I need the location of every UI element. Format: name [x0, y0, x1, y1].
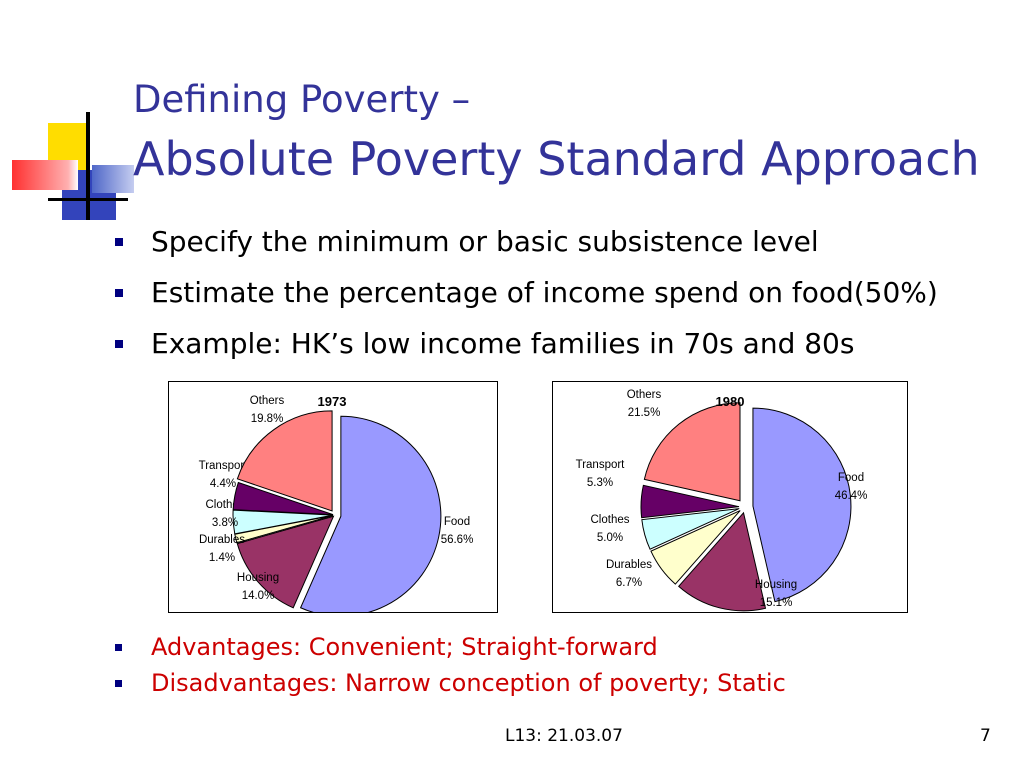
- pie-chart-1980-svg: Food 46.4% Housing 15.1% Durables 6.7% Clothes…: [576, 389, 868, 612]
- slice-value-others: 21.5%: [628, 407, 661, 419]
- slide-title-line2: Absolute Poverty Standard Approach: [133, 132, 980, 186]
- slice-value-clothes: 3.8%: [212, 517, 238, 529]
- slide-title-line1: Defining Poverty –: [133, 78, 471, 121]
- slice-value-food: 56.6%: [441, 534, 474, 546]
- page-number: 7: [980, 726, 991, 746]
- bullet-square-icon: [115, 238, 123, 246]
- slice-value-others: 19.8%: [251, 413, 284, 425]
- slice-value-transport: 4.4%: [210, 478, 236, 490]
- deco-vertical-line: [86, 112, 90, 220]
- slice-label-food: Food: [838, 472, 864, 484]
- slice-value-durables: 1.4%: [209, 552, 235, 564]
- pie-slice-housing: [236, 515, 335, 609]
- pie-chart-1973-svg: Food56.6%Housing14.0%Durables1.4%Clothes…: [199, 394, 474, 612]
- disadvantages-text: Disadvantages: Narrow conception of pove…: [151, 669, 786, 697]
- bullet-text: Estimate the percentage of income spend …: [151, 276, 938, 309]
- bullet-square-icon: [115, 289, 123, 297]
- footer-date: L13: 21.03.07: [505, 726, 623, 746]
- bullet-text: Example: HK’s low income families in 70s…: [151, 327, 855, 360]
- deco-horizontal-line: [48, 198, 128, 201]
- pie-slice-food: [299, 415, 442, 612]
- pie-chart-1973: Food 56.6% Housing 14.0% Durables 1.4% Clothes…: [168, 381, 498, 613]
- pie-slice-housing: [678, 511, 767, 612]
- pie-slice-durables: [650, 510, 741, 585]
- slice-label-food: Food: [444, 516, 470, 528]
- slice-value-housing: 14.0%: [242, 590, 275, 602]
- slice-label-transport: Transport: [576, 459, 626, 471]
- slice-value-transport: 5.3%: [587, 477, 613, 489]
- bullet-square-icon: [115, 644, 122, 651]
- slice-label-transport: Transport: [199, 460, 249, 472]
- pie-slice-transport: [640, 484, 740, 519]
- slice-value-housing: 15.1%: [760, 597, 793, 609]
- advantages-item: Advantages: Convenient; Straight-forward: [115, 630, 786, 666]
- evaluation-bullet-list: Advantages: Convenient; Straight-forward…: [115, 630, 786, 702]
- deco-blue-gradient-bar: [92, 165, 134, 193]
- chart-title: 1980: [716, 394, 745, 409]
- slice-label-housing: Housing: [237, 572, 279, 584]
- slice-label-housing: Housing: [755, 579, 797, 591]
- pie-slice-clothes: [232, 509, 334, 535]
- slice-value-food: 46.4%: [835, 490, 868, 502]
- chart-title: 1973: [318, 394, 347, 409]
- slice-value-clothes: 5.0%: [597, 532, 623, 544]
- slice-label-durables: Durables: [199, 534, 245, 546]
- pie-chart-1980: Food 46.4% Housing 15.1% Durables 6.7% Clothes…: [552, 381, 908, 613]
- slice-label-others: Others: [627, 389, 662, 401]
- pie-slice-others: [643, 402, 741, 502]
- bullet-text: Specify the minimum or basic subsistence…: [151, 225, 819, 258]
- advantages-text: Advantages: Convenient; Straight-forward: [151, 633, 658, 661]
- disadvantages-item: Disadvantages: Narrow conception of pove…: [115, 666, 786, 702]
- pie-slice-clothes: [641, 508, 740, 550]
- bullet-list: Specify the minimum or basic subsistence…: [115, 222, 938, 375]
- pie-slice-food: [752, 407, 852, 603]
- slice-label-clothes: Clothes: [591, 514, 630, 526]
- slice-label-others: Others: [250, 395, 285, 407]
- bullet-square-icon: [115, 340, 123, 348]
- bullet-item: Estimate the percentage of income spend …: [115, 273, 938, 324]
- deco-red-gradient: [12, 160, 78, 190]
- pie-slice-others: [236, 410, 333, 512]
- bullet-item: Example: HK’s low income families in 70s…: [115, 324, 938, 375]
- bullet-square-icon: [115, 680, 122, 687]
- bullet-item: Specify the minimum or basic subsistence…: [115, 222, 938, 273]
- slice-value-durables: 6.7%: [616, 577, 642, 589]
- pie-slice-transport: [232, 481, 334, 516]
- slice-label-durables: Durables: [606, 559, 652, 571]
